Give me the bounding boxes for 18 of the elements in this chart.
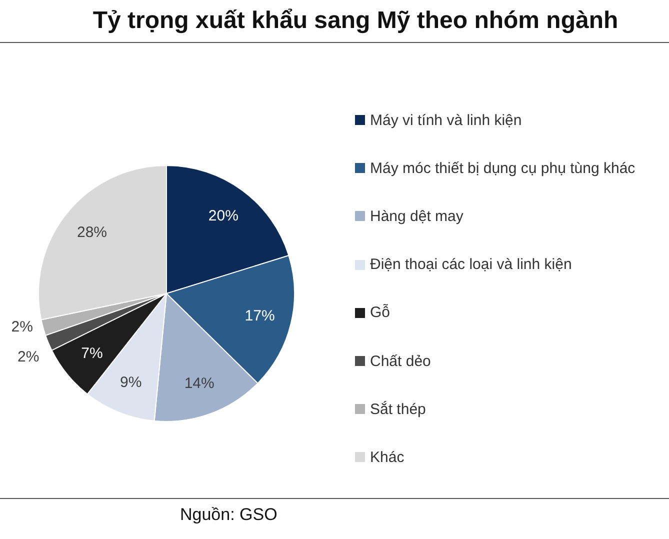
chart-title: Tỷ trọng xuất khẩu sang Mỹ theo nhóm ngành [92,6,620,36]
legend-label: Hàng dệt may [370,208,464,225]
legend-label: Gỗ [370,304,390,322]
data-label: 17% [244,307,275,324]
legend-label: Khác [370,448,404,466]
legend-label: Sắt thép [370,400,426,418]
data-label: 7% [81,345,103,362]
data-label: 2% [18,348,40,366]
data-label: 20% [208,207,238,224]
data-label: 28% [76,224,108,242]
data-label: 9% [120,374,142,391]
text: Nguồn: GSO [180,505,278,525]
legend-label: Máy vi tính và linh kiện [370,112,522,128]
legend-label: Chất dẻo [370,352,431,370]
legend-label: Điện thoại các loại và linh kiện [370,256,572,274]
data-label: 2% [11,318,33,336]
legend-label: Máy móc thiết bị dụng cụ phụ tùng khác [370,160,636,177]
data-label: 14% [184,374,214,392]
